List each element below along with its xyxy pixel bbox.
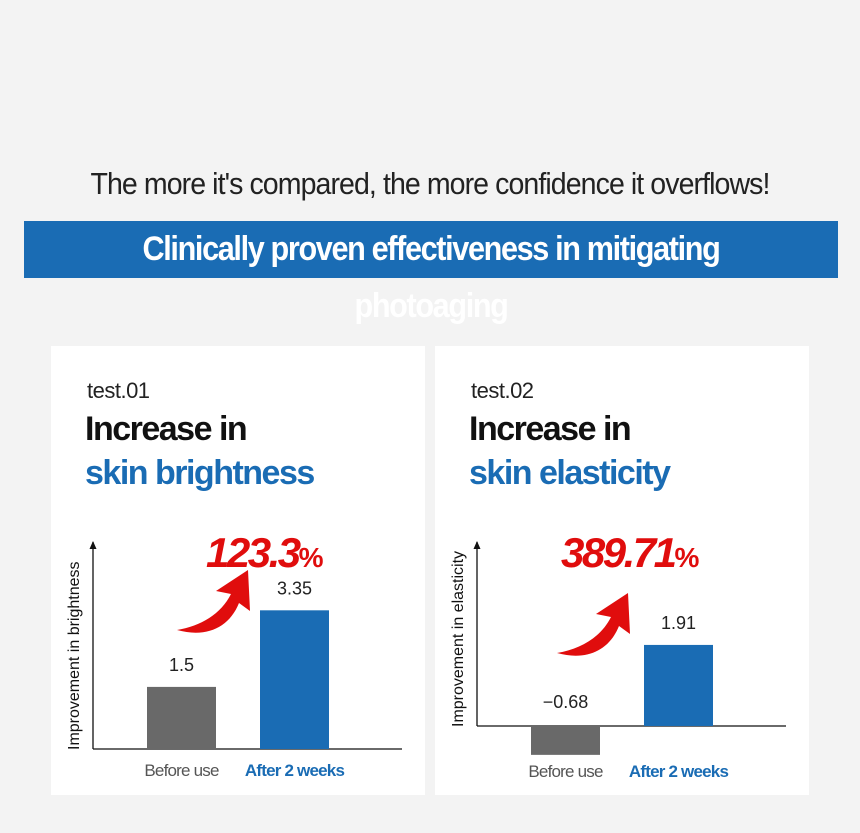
bar-before [147, 686, 216, 749]
y-axis-label: Improvement in elasticity [450, 551, 467, 727]
card-elasticity: test.02 Increase in skin elasticity Impr… [435, 346, 809, 795]
y-axis-arrow-icon [473, 541, 481, 549]
red-arrow-icon [557, 593, 630, 656]
category-label: After 2 weeks [629, 762, 729, 781]
increase-annotation: 123.3% [206, 529, 324, 576]
card-subtitle: skin elasticity [469, 454, 671, 492]
bar-after [644, 644, 713, 726]
increase-annotation: 389.71% [561, 529, 699, 576]
bar-before [531, 726, 600, 755]
category-label: Before use [528, 762, 603, 781]
test-label: test.01 [87, 378, 150, 403]
data-label: 1.91 [661, 613, 696, 633]
y-axis-label: Improvement in brightness [66, 561, 83, 750]
y-axis-arrow-icon [89, 541, 97, 549]
data-label: 3.35 [277, 578, 312, 598]
card-subtitle: skin brightness [85, 454, 315, 492]
banner-text: Clinically proven effectiveness in mitig… [142, 230, 721, 325]
card-brightness: test.01 Increase in skin brightness Impr… [51, 346, 425, 795]
data-label: −0.68 [543, 692, 589, 712]
banner: Clinically proven effectiveness in mitig… [24, 221, 838, 325]
test-label: test.02 [471, 378, 534, 403]
bar-after [260, 610, 329, 749]
data-label: 1.5 [169, 655, 194, 675]
card-title: Increase in [85, 410, 248, 448]
brightness-chart: Improvement in brightness 1.5 Before use 3.… [66, 529, 402, 780]
elasticity-chart: Improvement in elasticity −0.68 Before use… [450, 529, 786, 781]
headline: The more it's compared, the more confide… [90, 166, 770, 201]
card-title: Increase in [469, 410, 632, 448]
red-arrow-icon [177, 570, 250, 633]
category-label: Before use [144, 761, 219, 780]
category-label: After 2 weeks [245, 761, 345, 780]
